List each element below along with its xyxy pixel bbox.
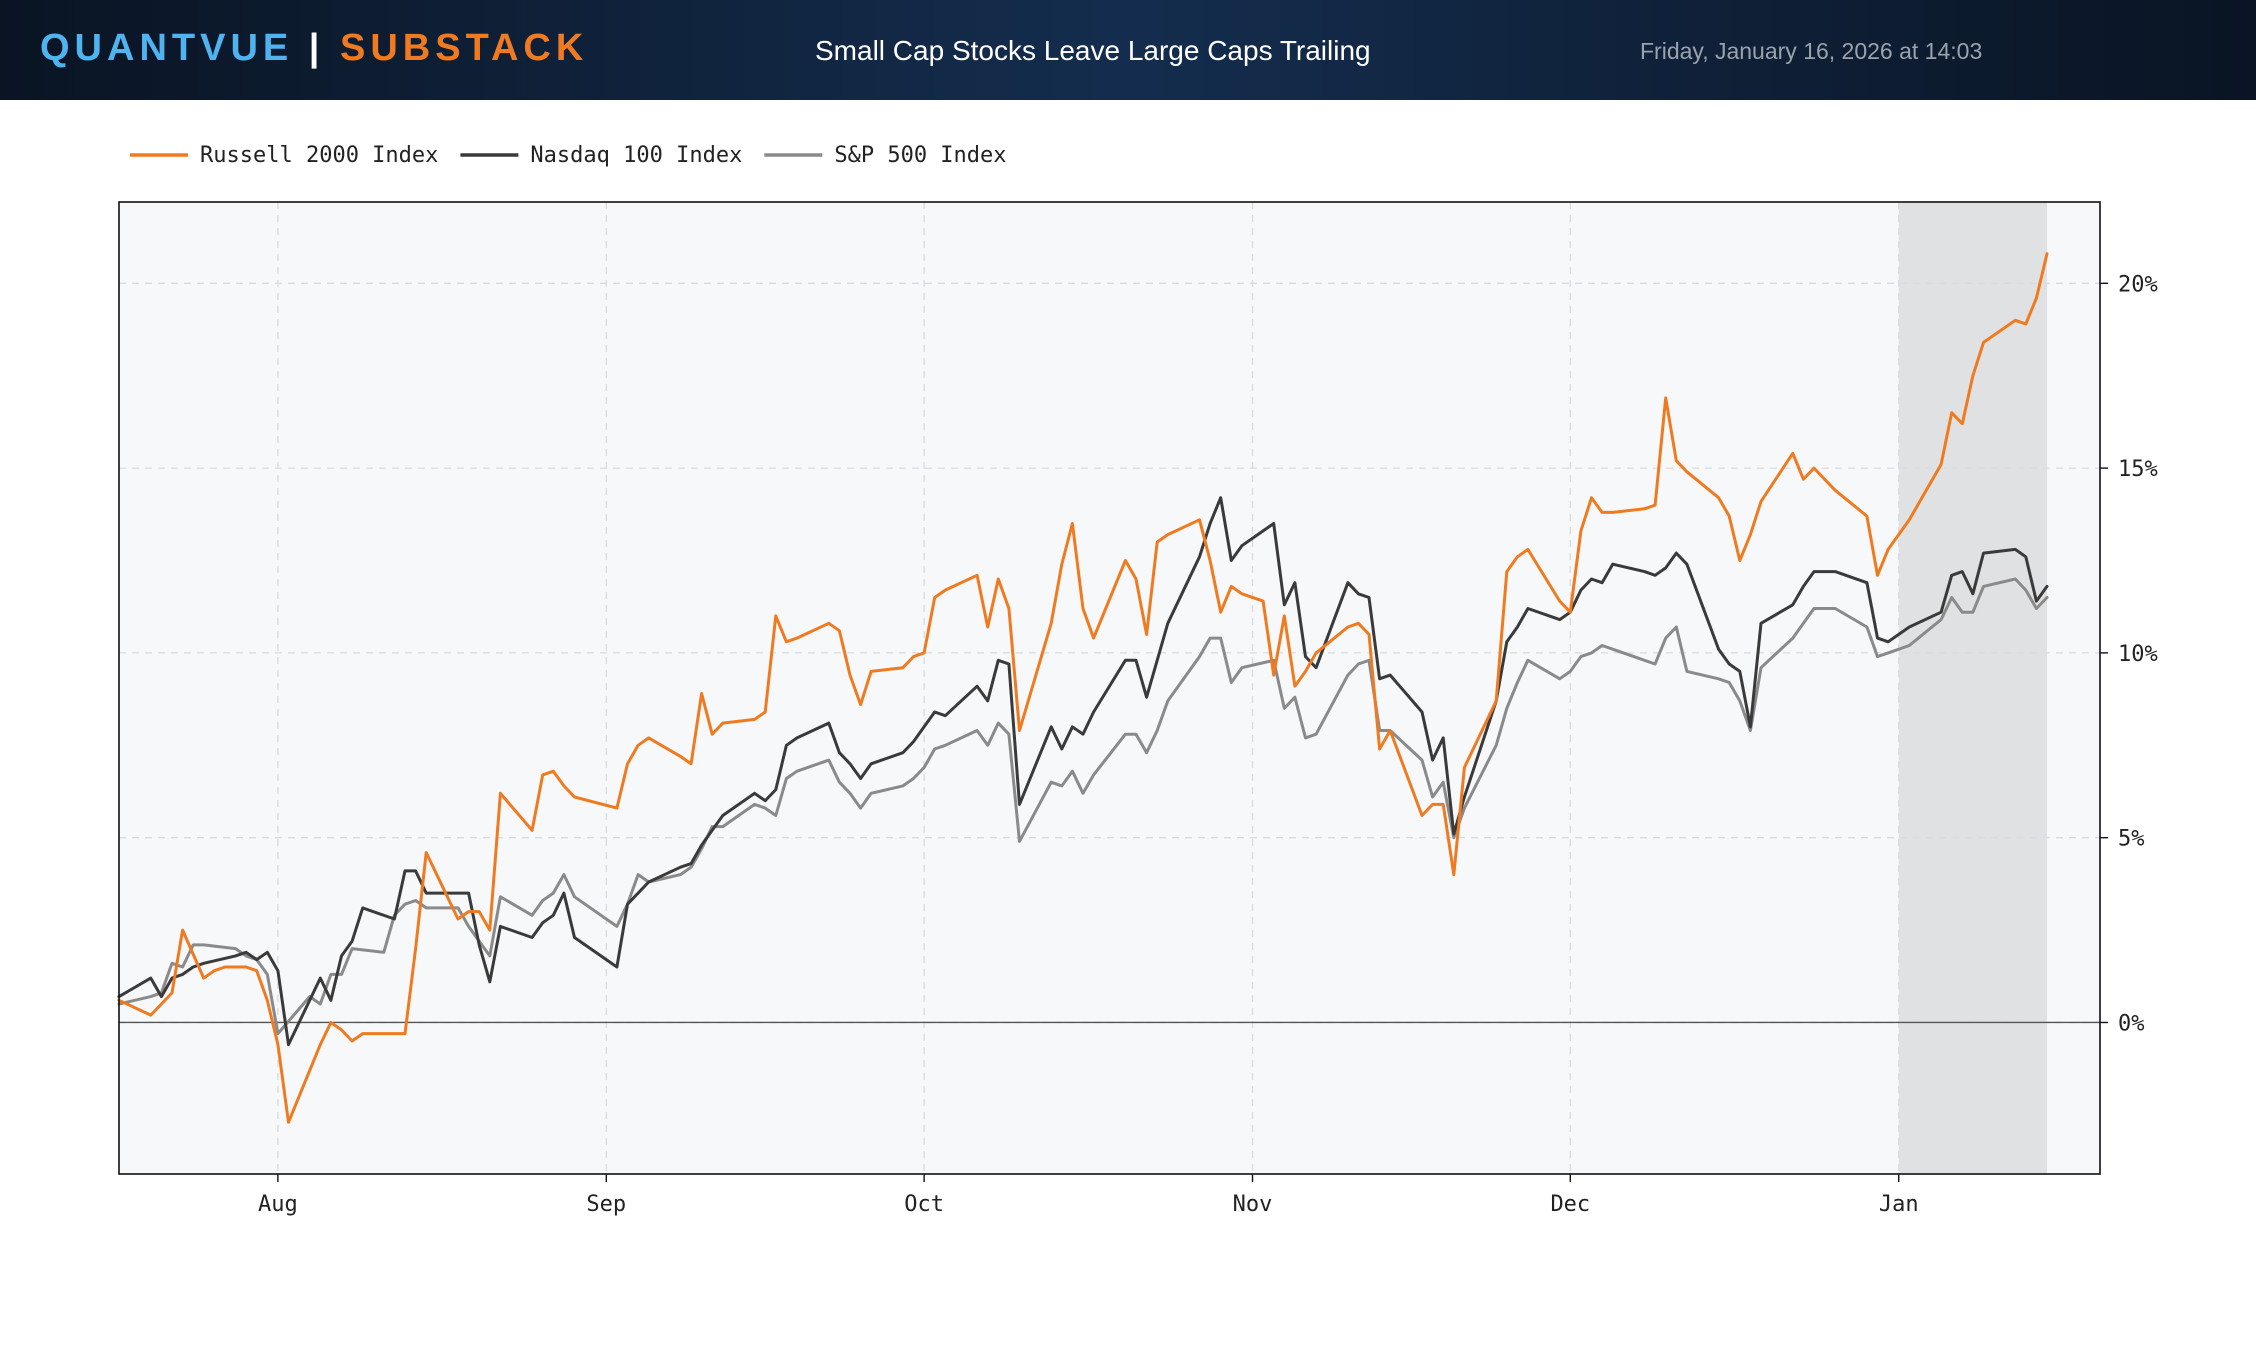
brand-separator: | xyxy=(308,27,325,69)
y-tick-label: 0% xyxy=(2118,1011,2145,1036)
y-axis: 0% 5% 10% 15% 20% xyxy=(2100,272,2158,1036)
y-tick-label: 20% xyxy=(2118,272,2158,297)
highlight-span xyxy=(1898,202,2048,1174)
brand-right-text: SUBSTACK xyxy=(340,27,589,69)
series-line-russell-2000-index xyxy=(117,252,2049,1124)
legend-label-nasdaq-100-index: Nasdaq 100 Index xyxy=(530,143,742,168)
x-tick-label: Aug xyxy=(258,1192,298,1217)
x-tick-label: Jan xyxy=(1879,1192,1919,1217)
series-line-s-p-500-index xyxy=(117,577,2049,1036)
chart-legend: Russell 2000 Index Nasdaq 100 Index S&P 50… xyxy=(130,143,1007,168)
legend-label-russell-2000-index: Russell 2000 Index xyxy=(200,143,438,168)
y-tick-label: 15% xyxy=(2118,457,2158,482)
y-tick-label: 10% xyxy=(2118,642,2158,667)
brand-left-text: QUANTVUE xyxy=(40,27,294,69)
line-chart: Russell 2000 Index Nasdaq 100 Index S&P 50… xyxy=(117,143,2158,1217)
plot-frame xyxy=(118,201,2101,1175)
header-bar: QUANTVUE | SUBSTACK Small Cap Stocks Lea… xyxy=(0,0,2256,100)
x-tick-label: Sep xyxy=(586,1192,626,1217)
legend-label-s-p-500-index: S&P 500 Index xyxy=(834,143,1006,168)
y-tick-label: 5% xyxy=(2118,827,2145,852)
x-tick-label: Oct xyxy=(904,1192,944,1217)
x-axis: Aug Sep Oct Nov Dec Jan xyxy=(258,1174,1919,1217)
brand-logo: QUANTVUE | SUBSTACK xyxy=(40,27,588,70)
page-title: Small Cap Stocks Leave Large Caps Traili… xyxy=(815,35,1371,66)
x-tick-label: Nov xyxy=(1233,1192,1273,1217)
series-lines xyxy=(117,252,2049,1124)
x-tick-label: Dec xyxy=(1550,1192,1590,1217)
timestamp: Friday, January 16, 2026 at 14:03 xyxy=(1640,38,1983,64)
series-line-nasdaq-100-index xyxy=(117,496,2049,1047)
